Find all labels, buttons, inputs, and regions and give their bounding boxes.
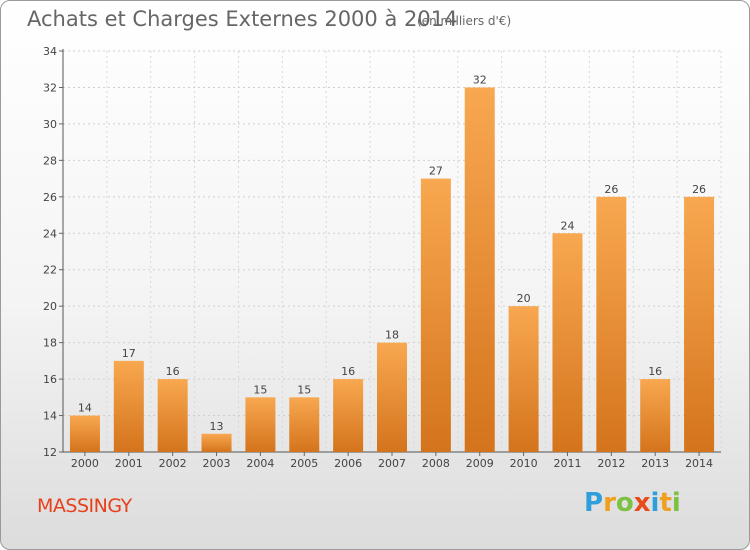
x-tick-label: 2011 [553, 457, 581, 470]
logo-letter: r [603, 488, 616, 518]
x-tick-label: 2003 [203, 457, 231, 470]
chart-unit-label: (en milliers d'€) [417, 14, 512, 28]
bar-value-label: 14 [78, 402, 92, 415]
y-tick-label: 14 [43, 410, 57, 423]
bar [333, 379, 364, 452]
bar-value-label: 16 [166, 365, 180, 378]
bar-value-label: 13 [210, 420, 224, 433]
y-tick-label: 22 [43, 264, 57, 277]
x-tick-label: 2013 [641, 457, 669, 470]
bar [684, 196, 715, 452]
x-tick-label: 2012 [597, 457, 625, 470]
y-tick-label: 30 [43, 118, 57, 131]
commune-name: MASSINGY [37, 495, 132, 517]
bar [69, 415, 100, 452]
x-tick-label: 2004 [246, 457, 274, 470]
bar [201, 433, 232, 452]
bar-value-label: 15 [297, 383, 311, 396]
bar-value-label: 32 [473, 73, 487, 86]
x-tick-label: 2005 [290, 457, 318, 470]
logo-letter: P [584, 488, 604, 518]
x-tick-label: 2010 [510, 457, 538, 470]
bar [157, 379, 188, 452]
bar [377, 342, 407, 452]
logo-letter: i [671, 488, 681, 518]
bar-value-label: 20 [517, 292, 531, 305]
y-tick-label: 12 [43, 446, 57, 459]
bar-value-label: 15 [253, 383, 267, 396]
y-tick-label: 32 [43, 81, 57, 94]
bar [464, 87, 495, 453]
bar [508, 306, 539, 452]
y-tick-label: 20 [43, 300, 57, 313]
proxiti-logo[interactable]: Proxiti [584, 488, 681, 518]
logo-letter: o [615, 488, 634, 518]
y-tick-label: 28 [43, 154, 57, 167]
x-tick-label: 2007 [378, 457, 406, 470]
logo-letter: i [650, 488, 660, 518]
bar-value-label: 27 [429, 165, 443, 178]
bar [640, 379, 671, 452]
bar-value-label: 26 [692, 183, 706, 196]
x-tick-label: 2014 [685, 457, 713, 470]
y-tick-label: 16 [43, 373, 57, 386]
x-tick-label: 2002 [159, 457, 187, 470]
bar-value-label: 24 [560, 219, 574, 232]
bar-value-label: 18 [385, 329, 399, 342]
logo-letter: x [633, 488, 651, 518]
bar [552, 233, 583, 452]
bar-value-label: 16 [341, 365, 355, 378]
x-tick-label: 2001 [115, 457, 143, 470]
bar [596, 196, 627, 452]
bar [245, 397, 276, 452]
x-tick-label: 2008 [422, 457, 450, 470]
logo-letter: t [659, 488, 672, 518]
bars [69, 87, 715, 453]
x-tick-label: 2006 [334, 457, 362, 470]
y-tick-label: 18 [43, 337, 57, 350]
y-tick-label: 24 [43, 227, 57, 240]
bar-value-label: 26 [604, 183, 618, 196]
bar [289, 397, 320, 452]
bar-value-label: 16 [648, 365, 662, 378]
chart-title: Achats et Charges Externes 2000 à 2014 [27, 7, 458, 31]
x-tick-label: 2009 [466, 457, 494, 470]
bar-value-label: 17 [122, 347, 136, 360]
x-tick-label: 2000 [71, 457, 99, 470]
y-tick-label: 34 [43, 45, 57, 58]
bar [420, 178, 451, 452]
y-tick-label: 26 [43, 191, 57, 204]
labels: 12 14 16 18 20 22 24 26 28 30 32 34 14 2000 17 2001 16 20… [43, 45, 713, 470]
bar [113, 360, 144, 452]
